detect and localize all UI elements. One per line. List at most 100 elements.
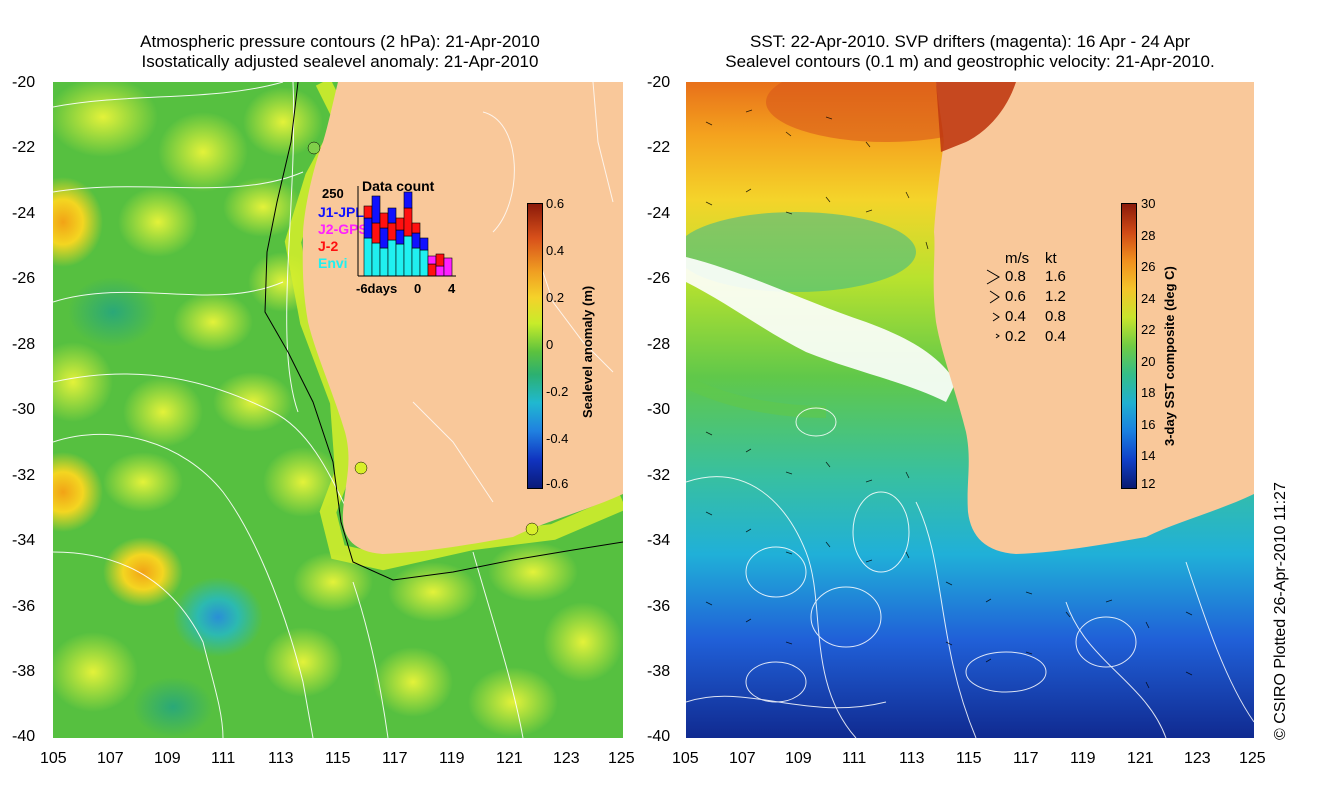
- left-y-tick: -30: [12, 401, 36, 418]
- copyright-notice: © CSIRO Plotted 26-Apr-2010 11:27: [1272, 482, 1289, 740]
- right-y-tick: -30: [647, 401, 671, 418]
- right-y-tick: -36: [647, 598, 671, 615]
- left-y-tick: -26: [12, 270, 36, 287]
- sst-map-svg: [686, 82, 1254, 738]
- right-x-tick: 119: [1070, 750, 1096, 767]
- velocity-key-header-kt: kt: [1045, 250, 1057, 267]
- anomaly-colorbar-tick: -0.6: [546, 476, 569, 491]
- legend-j2-gps: J2-GPS: [318, 221, 368, 237]
- velocity-key-ms: 0.2: [1005, 328, 1026, 345]
- sst-map: [686, 82, 1254, 738]
- anomaly-colorbar-tick: 0.2: [546, 290, 565, 305]
- left-x-tick: 121: [496, 750, 523, 767]
- data-count-histogram: [357, 186, 456, 277]
- left-y-tick: -36: [12, 598, 36, 615]
- data-count-inset: Data count 250 J1-JPL J2-GPS J-2 Envi -6…: [316, 178, 466, 298]
- velocity-key: m/s kt 0.8 1.6 0.6 1.2 0.4 0.8 0.2 0.4: [985, 250, 1085, 350]
- right-y-tick: -26: [647, 270, 671, 287]
- left-y-tick: -38: [12, 663, 36, 680]
- data-count-y-tick: 250: [322, 186, 344, 201]
- data-count-x-tick: -6days: [356, 281, 398, 296]
- sst-colorbar-tick: 18: [1141, 385, 1156, 400]
- left-x-tick: 105: [40, 750, 67, 767]
- anomaly-colorbar-tick: -0.4: [546, 431, 569, 446]
- right-y-tick: -28: [647, 336, 671, 353]
- velocity-key-kt: 1.2: [1045, 288, 1066, 305]
- left-y-tick: -28: [12, 336, 36, 353]
- velocity-arrows: [705, 109, 1193, 689]
- right-y-tick: -32: [647, 467, 671, 484]
- right-x-tick: 107: [729, 750, 756, 767]
- sst-colorbar-tick: 24: [1141, 291, 1156, 306]
- right-x-tick: 123: [1184, 750, 1211, 767]
- left-x-tick: 117: [382, 750, 408, 767]
- anomaly-colorbar-tick: 0.4: [546, 243, 565, 258]
- left-y-tick: -22: [12, 139, 36, 156]
- legend-j-2: J-2: [318, 238, 339, 254]
- left-x-tick: 119: [439, 750, 465, 767]
- left-x-tick: 125: [608, 750, 635, 767]
- left-x-tick: 111: [211, 750, 236, 767]
- left-x-tick: 113: [268, 750, 294, 767]
- sst-colorbar: [1121, 203, 1137, 489]
- anomaly-colorbar: [527, 203, 543, 489]
- velocity-key-kt: 0.4: [1045, 328, 1066, 345]
- left-y-tick: -20: [12, 74, 36, 91]
- right-y-tick: -20: [647, 74, 671, 91]
- right-y-tick: -24: [647, 205, 671, 222]
- right-panel-title: SST: 22-Apr-2010. SVP drifters (magenta)…: [680, 32, 1260, 72]
- right-x-tick: 121: [1127, 750, 1154, 767]
- legend-envi: Envi: [318, 255, 348, 271]
- right-y-tick: -38: [647, 663, 671, 680]
- right-x-tick: 113: [899, 750, 925, 767]
- sst-colorbar-tick: 26: [1141, 259, 1156, 274]
- velocity-key-arrows: [986, 269, 1000, 339]
- velocity-key-ms: 0.6: [1005, 288, 1026, 305]
- anomaly-colorbar-label: Sealevel anomaly (m): [580, 285, 595, 418]
- right-x-tick: 105: [672, 750, 699, 767]
- velocity-key-ms: 0.4: [1005, 308, 1026, 325]
- right-y-tick: -22: [647, 139, 671, 156]
- sst-colorbar-tick: 30: [1141, 196, 1156, 211]
- velocity-key-kt: 1.6: [1045, 268, 1066, 285]
- sst-colorbar-tick: 20: [1141, 354, 1156, 369]
- sealevel-anomaly-map-svg: [53, 82, 623, 738]
- sst-colorbar-tick: 22: [1141, 322, 1156, 337]
- right-x-tick: 111: [842, 750, 867, 767]
- left-x-tick: 123: [553, 750, 580, 767]
- left-title-line2: Isostatically adjusted sealevel anomaly:…: [141, 52, 539, 71]
- right-title-line1: SST: 22-Apr-2010. SVP drifters (magenta)…: [749, 32, 1191, 51]
- left-y-tick: -40: [12, 728, 36, 745]
- right-x-tick: 115: [956, 750, 982, 767]
- left-x-tick: 115: [325, 750, 351, 767]
- anomaly-colorbar-tick: -0.2: [546, 384, 569, 399]
- velocity-key-ms: 0.8: [1005, 268, 1026, 285]
- anomaly-colorbar-tick: 0: [546, 337, 554, 352]
- sst-colorbar-tick: 28: [1141, 228, 1156, 243]
- left-title-line1: Atmospheric pressure contours (2 hPa): 2…: [140, 32, 540, 51]
- sst-colorbar-tick: 12: [1141, 476, 1156, 491]
- right-x-tick: 109: [785, 750, 812, 767]
- left-panel-title: Atmospheric pressure contours (2 hPa): 2…: [50, 32, 630, 72]
- velocity-key-kt: 0.8: [1045, 308, 1066, 325]
- sst-colorbar-tick: 14: [1141, 448, 1156, 463]
- right-title-line2: Sealevel contours (0.1 m) and geostrophi…: [725, 52, 1215, 71]
- data-count-x-tick: 0: [414, 281, 422, 296]
- data-count-x-tick: 4: [448, 281, 456, 296]
- right-x-tick: 125: [1239, 750, 1266, 767]
- right-y-tick: -40: [647, 728, 671, 745]
- right-x-tick: 117: [1013, 750, 1039, 767]
- anomaly-colorbar-tick: 0.6: [546, 196, 565, 211]
- left-x-tick: 107: [97, 750, 124, 767]
- left-x-tick: 109: [154, 750, 181, 767]
- sealevel-anomaly-map: [53, 82, 623, 738]
- velocity-key-header-ms: m/s: [1005, 250, 1030, 267]
- right-y-tick: -34: [647, 532, 671, 549]
- left-y-tick: -34: [12, 532, 36, 549]
- data-count-title: Data count: [362, 178, 435, 194]
- left-y-tick: -24: [12, 205, 36, 222]
- sst-colorbar-label: 3-day SST composite (deg C): [1162, 266, 1177, 446]
- legend-j1-jpl: J1-JPL: [318, 204, 364, 220]
- left-y-tick: -32: [12, 467, 36, 484]
- sst-colorbar-tick: 16: [1141, 417, 1156, 432]
